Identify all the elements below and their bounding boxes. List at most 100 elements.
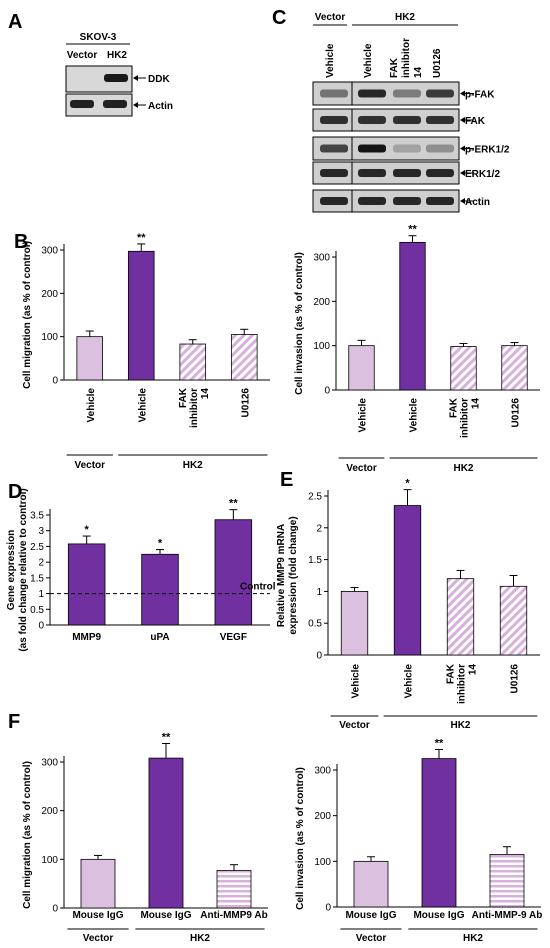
category-label: Anti-MMP-9 Ab (472, 910, 543, 921)
y-axis-label: Cell invasion (as % of control) (295, 767, 306, 910)
blot-c-band (426, 197, 454, 205)
significance-marker: * (405, 478, 410, 490)
blot-c-band (358, 144, 386, 153)
category-label: inhibitor (457, 664, 468, 704)
category-label: VEGF (220, 632, 247, 643)
y-tick-label: 100 (41, 332, 58, 343)
category-label: Mouse IgG (72, 910, 123, 921)
panel-label-e: E (280, 469, 293, 491)
panel-label-f: F (8, 711, 20, 733)
y-tick-label: 3.5 (30, 511, 44, 522)
bar (127, 250, 155, 381)
panel-label-b: B (14, 231, 28, 253)
blot-c-band (426, 116, 454, 124)
blot-a-cell-line: SKOV-3 (80, 32, 117, 43)
y-tick-label: 0 (324, 386, 330, 397)
blot-c-band-label: p-ERK1/2 (465, 145, 510, 156)
blot-c-lane-1: Vehicle (325, 43, 336, 78)
blot-c-lane-3c: 14 (413, 66, 424, 78)
blot-c-lane-2: Vehicle (363, 43, 374, 78)
category-label: inhibitor (460, 398, 471, 438)
blot-c-band (393, 169, 421, 177)
chart-F_right: 0 100 200 300 Cell invasion (as % of control… (295, 737, 542, 944)
blot-a-actin-band (70, 100, 94, 108)
bar (499, 585, 528, 656)
y-axis-label: Relative MMP9 mRNAexpression (fold chang… (276, 516, 299, 634)
group-label: HK2 (450, 720, 470, 731)
category-label: Vehicle (351, 664, 362, 699)
blot-c-lane-3b: inhibitor (401, 38, 412, 78)
y-tick-label: 2.5 (30, 542, 44, 553)
bar (421, 758, 457, 908)
bar (141, 553, 179, 626)
group-label: HK2 (453, 463, 473, 474)
blot-c-band (320, 116, 348, 124)
category-label: Vehicle (404, 664, 415, 699)
category-label: FAK (446, 663, 457, 684)
blot-c-band (320, 89, 348, 98)
category-label: U0126 (511, 398, 522, 428)
category-label: uPA (150, 632, 169, 643)
y-axis-label-line: (as fold change relative to control) (18, 488, 29, 651)
category-label: Vehicle (137, 388, 148, 423)
bar (67, 543, 106, 626)
category-label: MMP9 (72, 632, 101, 643)
y-tick-label: 0 (325, 903, 331, 914)
y-tick-label: 300 (314, 766, 331, 777)
category-label: U0126 (510, 664, 521, 694)
blot-c-band (358, 169, 386, 177)
category-label: inhibitor (189, 388, 200, 428)
bar (393, 505, 422, 656)
panel-label-d: D (8, 481, 22, 503)
bar (501, 345, 528, 391)
blot-c-arrowhead (460, 90, 465, 97)
bar (399, 241, 426, 391)
y-tick-label: 0 (38, 621, 44, 632)
blot-c-band-label: p-FAK (465, 90, 495, 101)
blot-c-band (393, 144, 421, 153)
bar (340, 591, 369, 656)
blot-c-arrowhead (460, 117, 465, 123)
group-label: HK2 (190, 933, 210, 944)
group-label: HK2 (463, 933, 483, 944)
significance-marker: ** (229, 498, 238, 510)
blot-c-band (393, 116, 421, 124)
y-tick-label: 0.5 (308, 619, 322, 630)
y-tick-label: 0 (52, 904, 58, 915)
bar (348, 345, 375, 391)
y-tick-label: 1 (38, 589, 44, 600)
y-tick-label: 1.5 (30, 573, 44, 584)
blot-c-band (426, 169, 454, 177)
bar (80, 858, 116, 909)
blot-a-actin-label: Actin (148, 101, 173, 112)
blot-c-band (358, 89, 386, 98)
chart-E: 0 0.5 1 1.5 2 2.5 Relative MMP9 mRNAexpression… (276, 478, 540, 731)
blot-a-actin-strip (65, 93, 133, 117)
y-tick-label: 2 (316, 523, 322, 534)
category-label: FAK (178, 387, 189, 408)
blot-c-arrowhead (460, 198, 465, 204)
bar (230, 334, 258, 381)
category-label: Vehicle (409, 398, 420, 433)
y-axis-label-line: expression (fold change) (288, 516, 299, 634)
blot-c-band (320, 169, 348, 177)
bar (446, 578, 475, 656)
chart-B_right: 0 100 200 300 Cell invasion (as % of control… (294, 224, 540, 474)
y-tick-label: 1 (316, 587, 322, 598)
blot-c-band-label: FAK (465, 116, 486, 127)
bar (450, 346, 477, 391)
blot-a-actin-band (103, 100, 127, 108)
blot-c-band-label: ERK1/2 (465, 169, 500, 180)
blot-c-band (358, 116, 386, 124)
y-tick-label: 2.5 (308, 492, 322, 503)
y-axis-label-line: Relative MMP9 mRNA (276, 524, 287, 627)
group-label: Vector (356, 933, 387, 944)
y-axis-label: Gene expression(as fold change relative … (6, 488, 29, 651)
category-label: 14 (471, 398, 482, 410)
bar (216, 870, 252, 909)
y-tick-label: 300 (41, 246, 58, 257)
blot-c-lane-4: U0126 (432, 48, 443, 78)
blot-c-band (426, 89, 454, 98)
blot-c-band (393, 197, 421, 205)
